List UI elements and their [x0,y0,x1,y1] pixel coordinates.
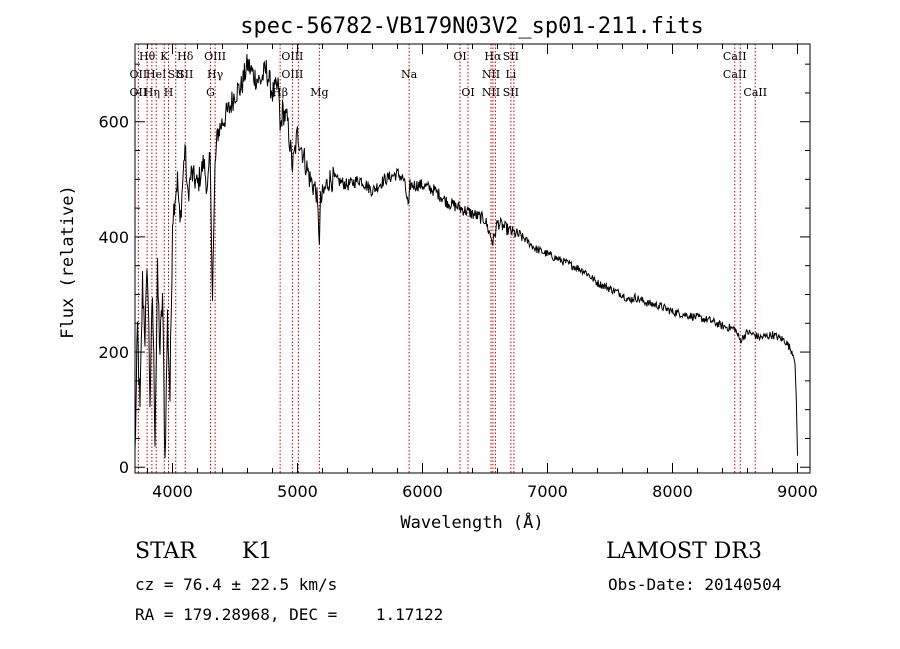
plot-frame [134,43,811,474]
line-label: SII [503,50,519,63]
line-label: OIII [204,50,226,63]
line-label: Hδ [177,50,194,63]
line-label: Hθ [139,50,156,63]
line-label: Hβ [272,86,288,99]
spectrum-series [134,54,798,458]
line-label: HeI [146,68,166,81]
y-axis-label: Flux (relative) [58,185,78,339]
line-label: SII [168,68,184,81]
survey-name: LAMOST DR3 [606,539,762,564]
line-label: H [164,86,174,99]
x-tick-label: 9000 [777,482,818,501]
line-label: CaII [743,86,767,99]
line-label: Na [401,68,418,81]
line-label: Hγ [207,68,224,81]
line-label: SII [503,86,519,99]
line-label: CaII [723,68,747,81]
line-label: K [160,50,169,63]
object-subclass: K1 [242,539,273,564]
axis-ticks: 4000 5000 6000 7000 8000 9000 0 200 400 600 [98,44,818,501]
line-label: OIII [281,68,303,81]
line-label: G [206,86,215,99]
x-axis-label: Wavelength (Å) [400,511,543,533]
line-label: NII [482,86,500,99]
chart-title: spec-56782-VB179N03V2_sp01-211.fits [240,14,704,39]
y-tick-label: 400 [98,228,129,247]
line-label: OI [461,86,474,99]
line-label: CaII [723,50,747,63]
y-tick-label: 0 [119,458,129,477]
observation-date: Obs-Date: 20140504 [608,575,782,594]
y-tick-label: 600 [98,113,129,132]
line-label: Hα [484,50,502,63]
line-label: Mg [310,86,328,99]
redshift-cz: cz = 76.4 ± 22.5 km/s [135,575,338,594]
line-label: OI [453,50,466,63]
line-label: OII [130,68,148,81]
spectrum-line [134,54,798,458]
x-tick-label: 4000 [152,482,193,501]
line-label: Hη [144,86,160,99]
line-label: OIII [281,50,303,63]
x-tick-label: 6000 [402,482,443,501]
y-tick-label: 200 [98,343,129,362]
coordinates: RA = 179.28968, DEC = 1.17122 [135,605,444,624]
line-label: SII [177,68,193,81]
spectral-line-markers: OIIOIIHθHηHeIKHSIIHδSIIGOIIIHγHβOIIIOIII… [130,44,767,473]
x-tick-label: 8000 [652,482,693,501]
x-tick-label: 5000 [277,482,318,501]
line-label: NII [482,68,500,81]
x-tick-label: 7000 [527,482,568,501]
line-label: Li [505,68,516,81]
object-class: STAR [135,539,196,564]
